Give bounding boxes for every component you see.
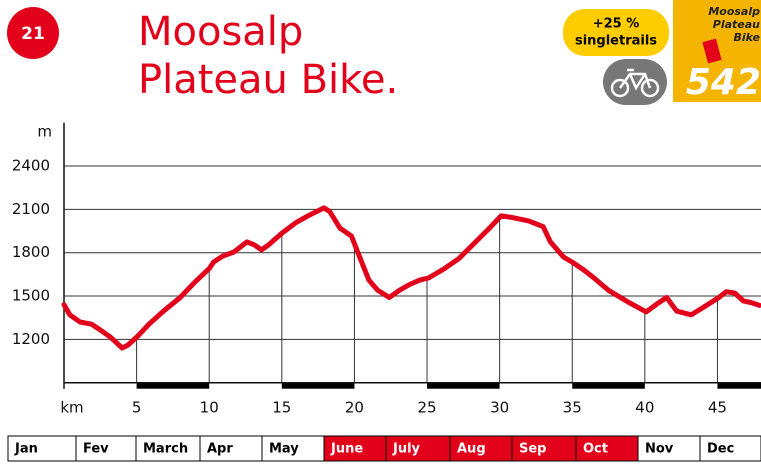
x-tick-label: 40 [635,399,654,417]
y-tick-label: 1500 [12,287,50,305]
plot: 1200 1500 1800 2100 2400 5 10 15 20 25 30 35 40 45 [12,122,761,417]
title-line: Plateau Bike. [138,57,398,103]
season-table: Jan Fev March Apr May June July Aug Sep Oct Nov Dec [7,435,761,462]
month-label: Dec [707,442,734,457]
x-tick-label: 15 [272,399,291,417]
month-cell [199,435,263,462]
guide-line: Plateau [713,18,760,31]
month-label: Jan [14,442,38,457]
month-cell [637,435,701,462]
month-label: June [330,442,363,457]
month-label: Aug [457,442,486,457]
month-label: Sep [519,442,547,457]
month-label: Apr [207,442,233,457]
bike-icon [603,59,667,105]
y-tick-label: 2100 [12,200,50,218]
month-cell [699,435,761,462]
month-label: July [392,442,421,457]
y-axis-label: m [37,123,52,141]
month-label: May [269,442,299,457]
guide-flag [702,38,722,64]
x-tick-label: 5 [132,399,142,417]
guide-line: Bike [733,31,760,44]
month-cell [449,435,513,462]
y-tick-label: 1800 [12,243,50,261]
y-tick-label: 2400 [12,157,50,175]
month-cell [323,435,387,462]
guide-line: Moosalp [708,5,760,18]
distance-band [136,382,210,389]
guide-number: 542 [686,62,761,103]
x-tick-label: 30 [490,399,509,417]
x-axis-label: km [60,399,83,417]
distance-band [427,382,500,389]
badge-line: +25 % [593,17,640,32]
x-tick-label: 20 [345,399,364,417]
month-label: Fev [83,442,109,457]
month-label: Nov [645,442,674,457]
x-tick-label: 35 [563,399,582,417]
x-tick-label: 45 [708,399,727,417]
month-label: March [143,442,188,457]
distance-band [572,382,645,389]
month-label: Oct [583,442,608,457]
month-cell [575,435,639,462]
month-cell [75,435,137,462]
badge-line: singletrails [575,34,657,49]
x-tick-label: 25 [417,399,436,417]
route-badge [7,7,59,59]
x-tick-label: 10 [200,399,219,417]
route-number: 21 [21,24,45,44]
title-line: Moosalp [138,9,303,55]
singletrail-badge [563,9,669,56]
elevation-line [61,205,761,351]
y-tick-label: 1200 [12,330,50,348]
distance-band [717,382,761,389]
distance-band [281,382,355,389]
